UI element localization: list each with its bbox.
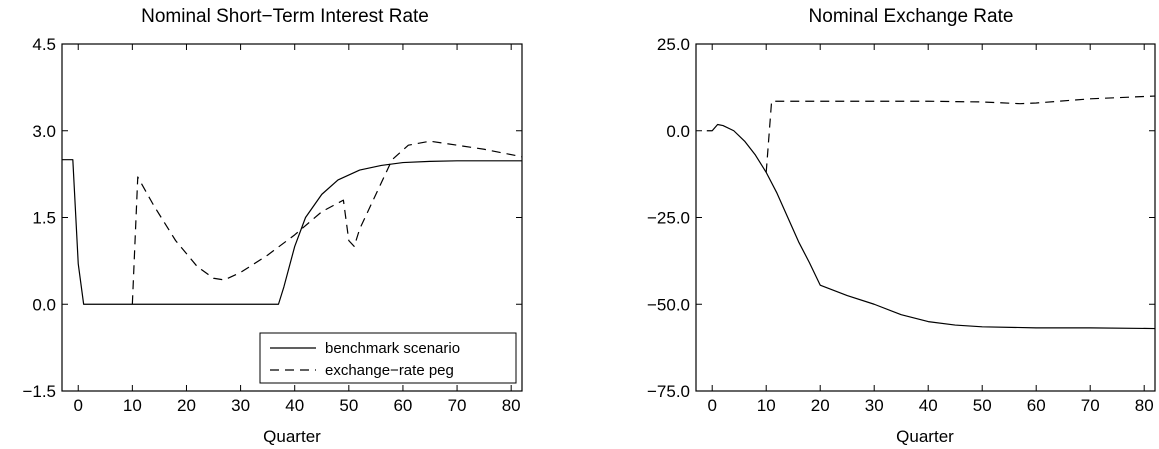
exchange-rate-x-tick-label: 20 (811, 396, 830, 415)
interest-rate-x-tick-label: 80 (502, 396, 521, 415)
interest-rate-y-tick-label: 1.5 (32, 209, 56, 228)
interest-rate-y-tick-label: 4.5 (32, 35, 56, 54)
interest-rate-y-tick-label: −1.5 (22, 382, 56, 401)
interest-rate-x-axis-label: Quarter (263, 427, 321, 446)
legend-box (259, 332, 517, 384)
interest-rate-peg-line (131, 140, 523, 305)
exchange-rate-x-tick-label: 80 (1135, 396, 1154, 415)
exchange-rate-x-ticks: 0 10 20 30 40 50 60 70 80 (707, 44, 1154, 415)
interest-rate-x-tick-label: 0 (74, 396, 83, 415)
exchange-rate-chart-title: Nominal Exchange Rate (809, 6, 1014, 27)
exchange-rate-series (706, 95, 1156, 330)
exchange-rate-chart: Nominal Exchange Rate 0 10 20 30 40 50 60 70 80 … (647, 6, 1156, 446)
exchange-rate-y-tick-label: −25.0 (647, 209, 690, 228)
exchange-rate-x-tick-label: 70 (1081, 396, 1100, 415)
exchange-rate-plot-frame (695, 43, 1156, 392)
legend-label-peg: exchange−rate peg (325, 362, 454, 379)
exchange-rate-y-ticks: −75.0 −50.0 −25.0 0.0 25.0 (647, 35, 1155, 401)
interest-rate-chart-title: Nominal Short−Term Interest Rate (141, 6, 429, 27)
exchange-rate-x-tick-label: 60 (1027, 396, 1046, 415)
interest-rate-x-tick-label: 70 (448, 396, 467, 415)
interest-rate-y-ticks: −1.5 0.0 1.5 3.0 4.5 (22, 35, 522, 401)
interest-rate-x-ticks: 0 10 20 30 40 50 60 70 80 (74, 44, 521, 415)
exchange-rate-x-tick-label: 50 (973, 396, 992, 415)
exchange-rate-benchmark-line (706, 123, 1156, 330)
interest-rate-x-tick-label: 20 (177, 396, 196, 415)
exchange-rate-y-tick-label: −50.0 (647, 295, 690, 314)
legend-label-benchmark: benchmark scenario (325, 340, 460, 357)
interest-rate-x-tick-label: 50 (339, 396, 358, 415)
exchange-rate-y-tick-label: 0.0 (666, 122, 690, 141)
interest-rate-benchmark-line (62, 159, 522, 305)
interest-rate-x-tick-label: 30 (231, 396, 250, 415)
interest-rate-chart: Nominal Short−Term Interest Rate 0 10 20 30… (22, 6, 523, 446)
exchange-rate-x-tick-label: 0 (707, 396, 716, 415)
interest-rate-x-tick-label: 10 (123, 396, 142, 415)
exchange-rate-x-axis-label: Quarter (896, 427, 954, 446)
interest-rate-series (62, 140, 523, 305)
exchange-rate-y-tick-label: −75.0 (647, 382, 690, 401)
legend: benchmark scenario exchange−rate peg (259, 332, 517, 384)
exchange-rate-x-tick-label: 10 (757, 396, 776, 415)
exchange-rate-x-tick-label: 30 (865, 396, 884, 415)
exchange-rate-peg-line (765, 95, 1156, 173)
exchange-rate-x-tick-label: 40 (919, 396, 938, 415)
exchange-rate-y-tick-label: 25.0 (657, 35, 690, 54)
interest-rate-x-tick-label: 60 (393, 396, 412, 415)
interest-rate-y-tick-label: 3.0 (32, 122, 56, 141)
interest-rate-x-tick-label: 40 (285, 396, 304, 415)
interest-rate-y-tick-label: 0.0 (32, 295, 56, 314)
